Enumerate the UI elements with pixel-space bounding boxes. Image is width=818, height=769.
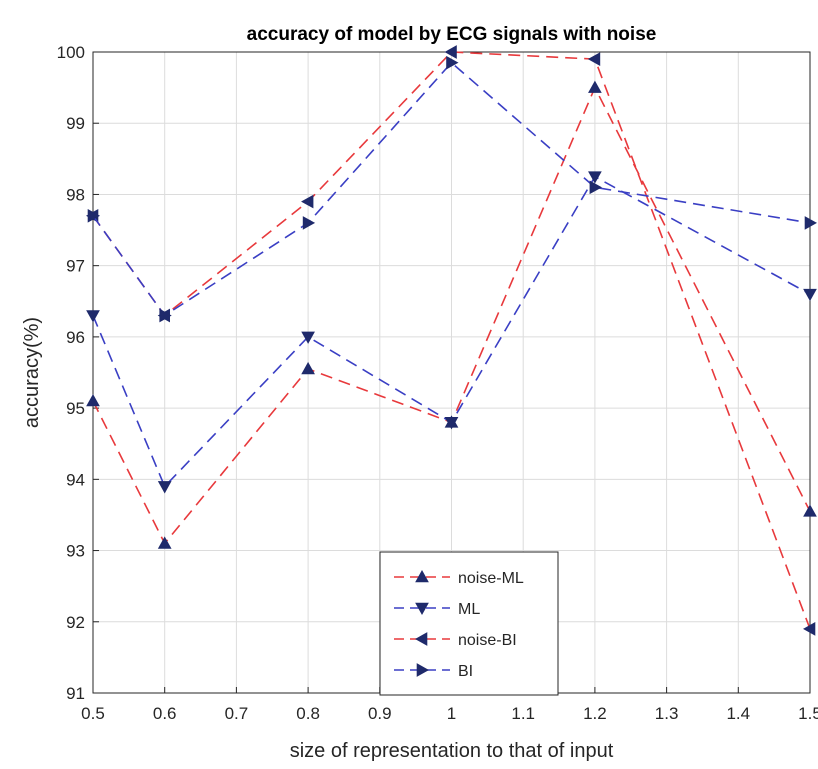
x-tick-label: 1.1 <box>511 704 535 723</box>
series-lines <box>85 45 818 636</box>
legend-marker <box>414 632 428 646</box>
x-tick-label: 0.7 <box>225 704 249 723</box>
legend: noise-ML ML noise-BI BI <box>379 551 559 696</box>
data-point <box>302 216 316 230</box>
legend-label: noise-ML <box>458 570 524 587</box>
data-point <box>157 481 172 494</box>
data-point <box>301 361 315 375</box>
data-point <box>802 622 816 636</box>
legend-item: ML <box>394 601 480 618</box>
x-tick-label: 1.4 <box>726 704 750 723</box>
data-point <box>86 393 100 407</box>
chart-title: accuracy of model by ECG signals with no… <box>247 24 657 45</box>
data-point <box>87 208 101 223</box>
y-tick-label: 98 <box>66 185 85 204</box>
data-point <box>803 288 817 302</box>
y-tick-label: 99 <box>66 114 85 133</box>
data-point <box>444 45 457 59</box>
y-tick-label: 95 <box>66 399 85 418</box>
data-point <box>444 417 459 430</box>
data-point <box>301 194 314 209</box>
x-tick-label: 1.2 <box>583 704 607 723</box>
series-line <box>92 61 811 317</box>
data-point <box>86 310 100 323</box>
y-tick-label: 96 <box>66 328 85 347</box>
y-tick-label: 97 <box>66 257 85 276</box>
axis-ticks: 0.5 0.6 0.7 0.8 0.9 1 1.1 1.2 1.3 1.4 1.5 91 92 93 94 9… <box>57 43 818 723</box>
data-point <box>803 504 817 517</box>
y-tick-label: 100 <box>57 43 85 62</box>
series-line <box>92 85 811 545</box>
x-axis-label: size of representation to that of input <box>290 740 614 762</box>
legend-marker <box>415 602 429 616</box>
x-tick-label: 1.5 <box>798 704 818 723</box>
x-tick-label: 0.9 <box>368 704 392 723</box>
legend-label: BI <box>458 663 473 680</box>
data-point <box>159 308 172 323</box>
data-point <box>157 536 172 549</box>
data-point <box>301 331 315 344</box>
x-tick-label: 1 <box>447 704 456 723</box>
x-tick-label: 0.6 <box>153 704 177 723</box>
series-line <box>92 175 811 488</box>
y-tick-label: 93 <box>66 542 85 561</box>
data-point <box>588 80 602 93</box>
legend-marker <box>416 663 430 677</box>
legend-box <box>379 551 559 696</box>
data-point <box>589 180 602 195</box>
y-tick-label: 92 <box>66 613 85 632</box>
series-noise-BI <box>85 45 816 636</box>
series-BI <box>87 55 818 323</box>
data-point <box>587 52 601 66</box>
x-tick-label: 0.5 <box>81 704 105 723</box>
data-point <box>588 171 602 184</box>
legend-item: noise-ML <box>394 569 524 587</box>
legend-label: noise-BI <box>458 632 517 649</box>
data-point <box>446 55 459 70</box>
series-ML <box>86 171 817 494</box>
y-tick-label: 94 <box>66 470 85 489</box>
y-tick-label: 91 <box>66 684 85 703</box>
legend-label: ML <box>458 601 480 618</box>
data-point <box>804 216 818 230</box>
legend-marker <box>415 569 429 583</box>
legend-item: noise-BI <box>394 632 517 649</box>
x-tick-label: 0.8 <box>296 704 320 723</box>
y-axis-label: accuracy(%) <box>21 317 43 428</box>
x-tick-label: 1.3 <box>655 704 679 723</box>
legend-item: BI <box>394 663 473 680</box>
